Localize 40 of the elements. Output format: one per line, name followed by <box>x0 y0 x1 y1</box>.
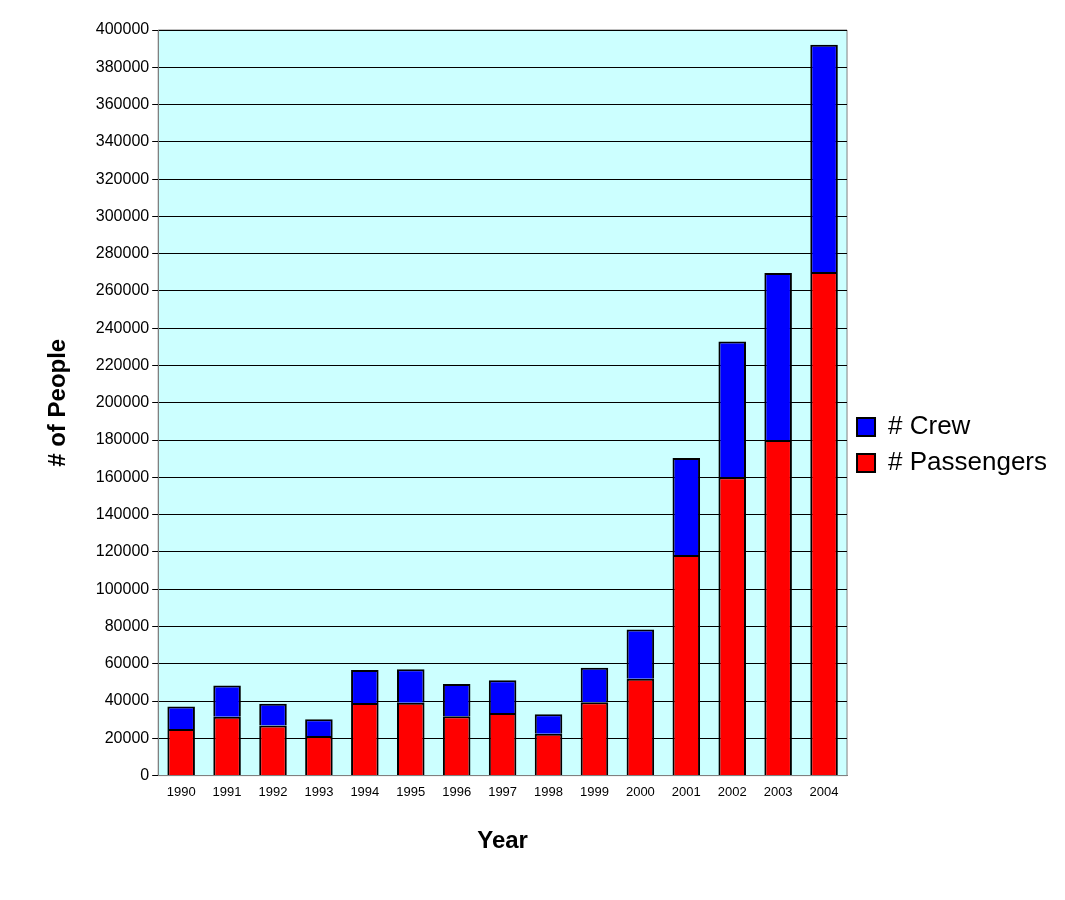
x-tick-label: 2002 <box>717 783 747 799</box>
y-tick-label: 280000 <box>95 244 150 262</box>
x-tick-label: 1995 <box>396 783 426 799</box>
x-tick-label: 2000 <box>625 783 655 799</box>
y-tick-label: 20000 <box>104 728 150 746</box>
legend-label: # Crew <box>888 410 971 441</box>
x-tick-label: 1997 <box>488 783 518 799</box>
y-tick-label: 300000 <box>95 206 150 224</box>
x-tick-label: 1991 <box>212 783 242 799</box>
y-tick-label: 340000 <box>95 132 150 150</box>
y-tick-label: 400000 <box>95 20 150 38</box>
y-tick-label: 380000 <box>95 57 150 75</box>
y-tick-label: 180000 <box>95 430 150 448</box>
y-tick-label: 220000 <box>95 355 150 373</box>
y-tick-label: 260000 <box>95 281 150 299</box>
x-tick-label: 2001 <box>671 783 701 799</box>
x-tick-label: 1996 <box>442 783 472 799</box>
x-tick-label: 1993 <box>304 783 334 799</box>
y-tick-label: 320000 <box>95 169 150 187</box>
y-tick-label: 40000 <box>104 691 150 709</box>
x-tick-label: 1992 <box>258 783 288 799</box>
y-tick-label: 160000 <box>95 467 150 485</box>
x-tick-label: 1999 <box>579 783 609 799</box>
x-tick-label: 2004 <box>809 783 839 799</box>
y-tick-label: 80000 <box>104 616 150 634</box>
y-tick-label: 120000 <box>95 542 150 560</box>
legend-label: # Passengers <box>888 446 1047 477</box>
x-tick-label: 1990 <box>166 783 196 799</box>
y-tick-label: 100000 <box>95 579 150 597</box>
x-tick-label: 1994 <box>350 783 380 799</box>
y-tick-label: 360000 <box>95 94 150 112</box>
y-tick-label: 240000 <box>95 318 150 336</box>
y-tick-label: 60000 <box>104 654 150 672</box>
y-tick-label: 140000 <box>95 505 150 523</box>
y-tick-label: 0 <box>140 766 150 784</box>
x-tick-label: 1998 <box>534 783 563 799</box>
x-tick-label: 2003 <box>763 783 793 799</box>
x-axis-title: Year <box>477 826 528 854</box>
y-tick-label: 200000 <box>95 393 150 411</box>
y-axis-title: # of People <box>43 338 71 467</box>
